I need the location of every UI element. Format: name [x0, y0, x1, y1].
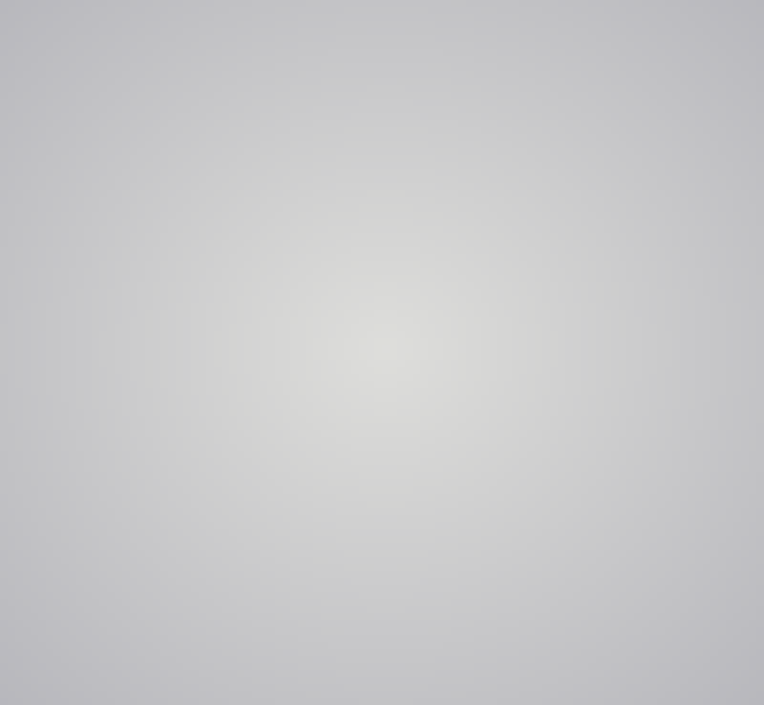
Ellipse shape	[71, 90, 693, 615]
Polygon shape	[454, 350, 473, 374]
Polygon shape	[454, 276, 473, 300]
Text: Switch: Switch	[235, 324, 280, 337]
Polygon shape	[454, 570, 473, 593]
Ellipse shape	[24, 50, 740, 655]
Polygon shape	[454, 533, 473, 557]
Ellipse shape	[9, 37, 755, 668]
Polygon shape	[454, 166, 473, 190]
Ellipse shape	[320, 300, 444, 405]
Ellipse shape	[0, 24, 764, 681]
Polygon shape	[454, 460, 473, 484]
Ellipse shape	[367, 339, 397, 366]
Ellipse shape	[134, 142, 630, 563]
Polygon shape	[454, 386, 473, 410]
Text: +: +	[124, 412, 135, 426]
Text: 100: 100	[392, 269, 411, 279]
Text: 100: 100	[392, 306, 411, 316]
Ellipse shape	[87, 103, 677, 602]
Ellipse shape	[274, 260, 490, 445]
Text: GND: GND	[548, 407, 573, 420]
Ellipse shape	[56, 76, 708, 629]
Text: 100: 100	[392, 526, 411, 536]
Polygon shape	[454, 203, 473, 227]
Text: 100: 100	[392, 159, 411, 170]
Bar	[141, 435, 186, 441]
Ellipse shape	[196, 195, 568, 510]
Text: 100: 100	[392, 379, 411, 389]
Polygon shape	[454, 240, 473, 264]
Polygon shape	[454, 496, 473, 520]
Ellipse shape	[304, 287, 460, 418]
Ellipse shape	[40, 63, 724, 642]
Ellipse shape	[257, 247, 507, 458]
Ellipse shape	[0, 11, 764, 694]
Ellipse shape	[351, 326, 413, 379]
Ellipse shape	[211, 208, 553, 497]
Text: Supercapacitors: Supercapacitors	[195, 426, 307, 439]
Polygon shape	[454, 130, 473, 154]
Text: 100: 100	[392, 563, 411, 572]
Ellipse shape	[227, 221, 537, 484]
Text: GND: GND	[151, 485, 176, 499]
Ellipse shape	[118, 129, 646, 576]
Text: 100: 100	[392, 453, 411, 462]
Polygon shape	[454, 423, 473, 447]
Ellipse shape	[180, 182, 584, 523]
Text: 100: 100	[392, 343, 411, 352]
Text: 100: 100	[392, 196, 411, 206]
Text: 100: 100	[392, 489, 411, 499]
Text: 1: 1	[234, 374, 241, 384]
Ellipse shape	[102, 116, 662, 589]
Ellipse shape	[289, 274, 475, 431]
Ellipse shape	[335, 313, 429, 392]
Ellipse shape	[164, 168, 600, 537]
Text: 100: 100	[392, 123, 411, 133]
Ellipse shape	[242, 234, 522, 471]
Text: 2: 2	[272, 374, 280, 384]
Polygon shape	[454, 313, 473, 337]
Text: 100: 100	[392, 416, 411, 426]
Text: 100: 100	[392, 233, 411, 243]
Ellipse shape	[149, 155, 615, 550]
